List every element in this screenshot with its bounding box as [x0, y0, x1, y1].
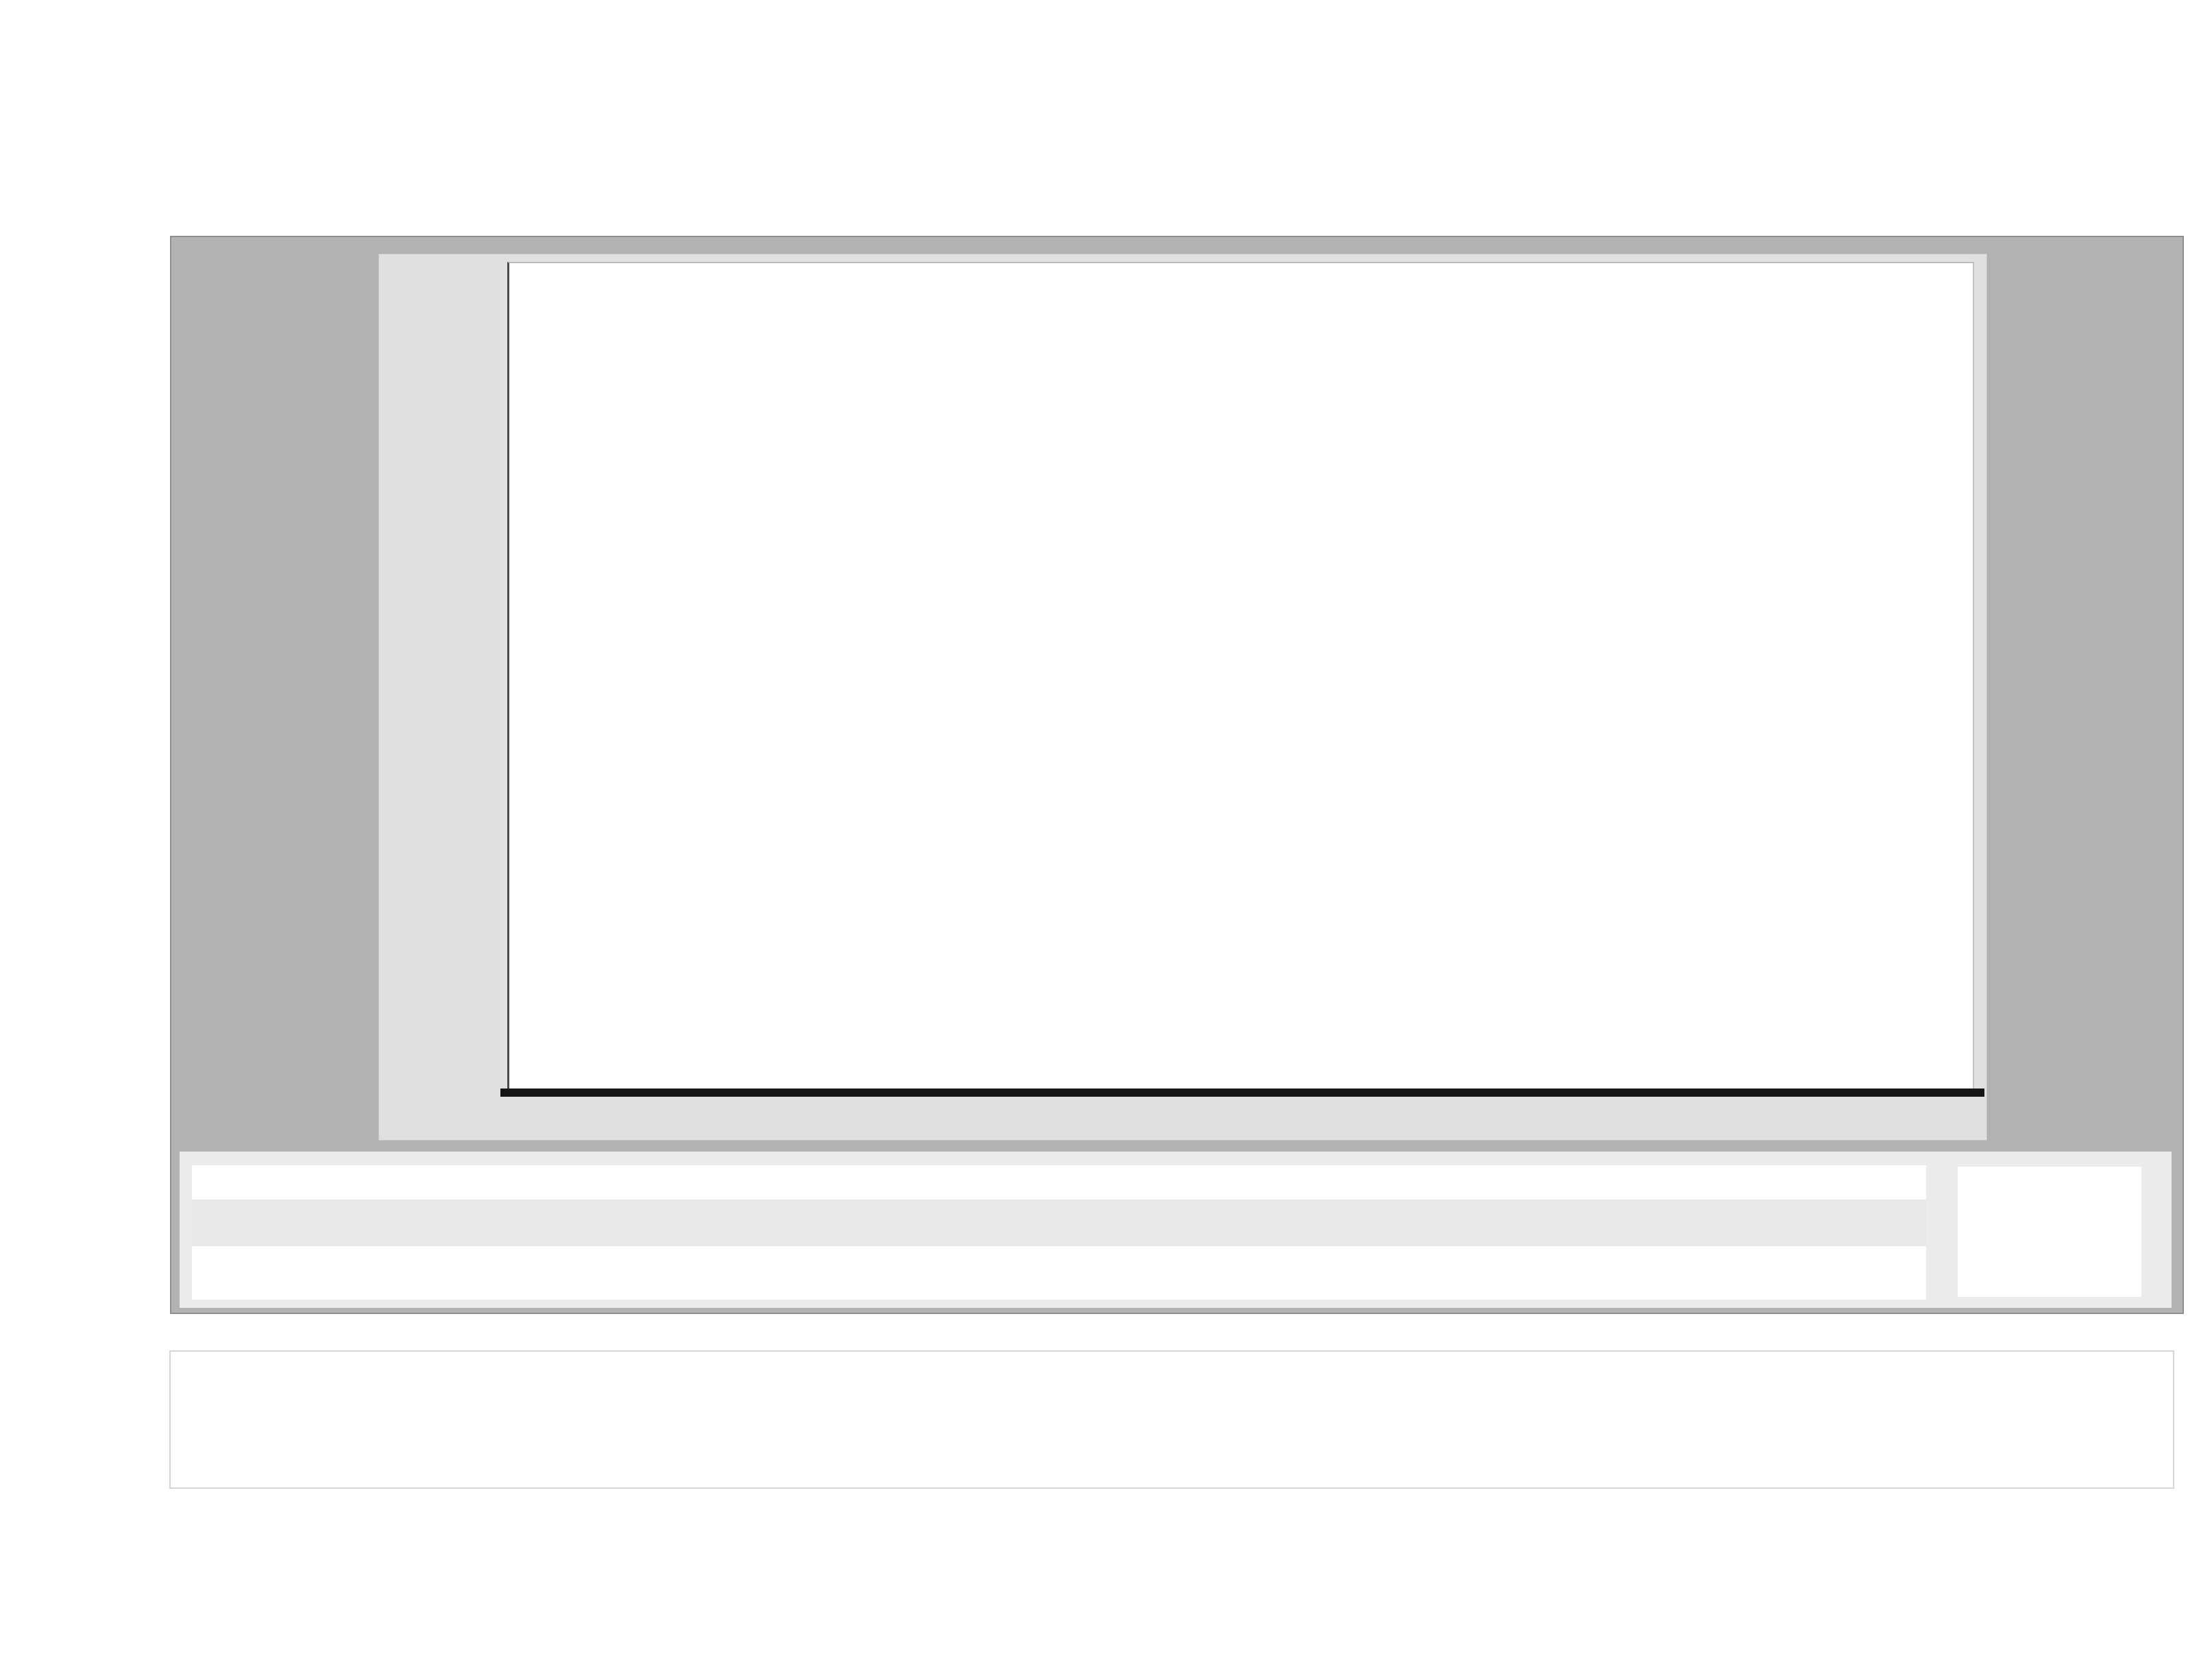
chart-container — [170, 236, 2184, 1314]
y-axis-title — [402, 598, 432, 804]
percent-change-note — [1958, 1167, 2141, 1297]
summary-header-row — [192, 1200, 1926, 1246]
chart-panel — [378, 254, 1987, 1141]
search-parameters-box — [169, 1350, 2174, 1489]
summary-table — [192, 1165, 1926, 1300]
x-axis-baseline — [500, 1089, 1984, 1097]
summary-spacer-row — [192, 1165, 1926, 1200]
summary-value-row — [192, 1246, 1926, 1300]
plot-area — [507, 262, 1974, 1094]
